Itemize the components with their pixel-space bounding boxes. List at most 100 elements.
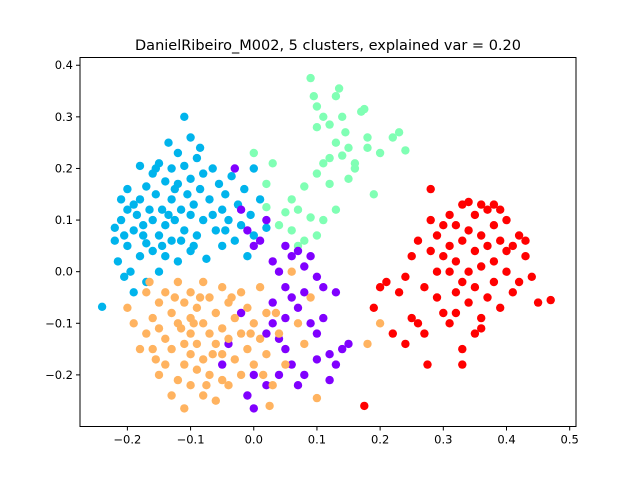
point-s3-69: [129, 319, 138, 328]
point-s4-36: [483, 241, 492, 251]
point-s4-31: [470, 283, 480, 292]
x-tick-label: 0.2: [371, 433, 389, 447]
point-s2-27: [243, 391, 252, 400]
point-s1-22: [331, 138, 341, 147]
point-s4-59: [432, 267, 442, 276]
point-s3-9: [161, 360, 170, 369]
point-s1-41: [300, 236, 309, 245]
point-s3-77: [259, 370, 268, 380]
point-s0-42: [176, 205, 186, 214]
point-s4-67: [514, 277, 524, 287]
point-s4-13: [432, 231, 442, 240]
point-s4-21: [451, 257, 461, 266]
point-s4-46: [508, 288, 517, 297]
point-s2-41: [274, 370, 284, 380]
point-s4-38: [489, 221, 499, 230]
point-s3-51: [243, 344, 252, 354]
point-s0-84: [195, 143, 205, 152]
point-s3-49: [236, 370, 246, 380]
x-tick-label: −0.1: [177, 433, 205, 447]
x-tick-label: −0.2: [113, 433, 141, 447]
point-s3-4: [154, 298, 164, 307]
point-s0-58: [205, 195, 214, 204]
point-s3-61: [287, 267, 296, 276]
point-s2-17: [338, 344, 347, 354]
point-s0-80: [208, 210, 217, 220]
point-s1-18: [388, 133, 397, 142]
point-s1-16: [369, 190, 378, 199]
y-tick-label: −0.1: [45, 316, 73, 330]
point-s1-38: [344, 174, 353, 183]
point-s2-16: [331, 360, 341, 369]
point-s3-13: [173, 277, 183, 287]
point-s4-9: [420, 329, 429, 338]
point-s2-24: [268, 319, 277, 328]
point-s0-35: [167, 164, 176, 173]
point-s0-43: [180, 112, 189, 122]
point-s4-14: [432, 293, 442, 302]
point-s0-5: [116, 215, 126, 225]
point-s3-59: [274, 329, 284, 338]
point-s2-10: [293, 303, 303, 312]
point-s4-42: [496, 303, 505, 312]
point-s3-63: [300, 339, 309, 349]
point-s1-29: [281, 208, 290, 217]
point-s1-32: [306, 213, 315, 222]
point-s4-49: [527, 272, 536, 281]
point-s2-43: [325, 375, 334, 385]
point-s3-72: [170, 293, 179, 302]
point-s4-40: [489, 277, 499, 287]
point-s0-39: [173, 148, 183, 158]
points-layer: [97, 73, 555, 413]
point-s4-1: [369, 303, 378, 312]
point-s0-18: [139, 221, 148, 230]
point-s0-22: [145, 205, 154, 214]
x-axis: −0.2 −0.1 0.0 0.1 0.2 0.3 0.4 0.5: [113, 426, 579, 447]
point-s4-45: [508, 241, 517, 251]
point-s1-44: [262, 203, 271, 212]
point-s0-11: [129, 200, 138, 209]
point-s3-79: [265, 401, 274, 411]
point-s2-38: [331, 288, 341, 297]
point-s3-22: [186, 329, 195, 338]
point-s0-0: [97, 302, 107, 311]
point-s0-60: [211, 226, 220, 235]
point-s4-56: [420, 283, 429, 292]
point-s3-40: [218, 350, 227, 359]
point-s3-55: [255, 334, 265, 343]
point-s0-33: [161, 252, 170, 261]
point-s3-41: [218, 375, 227, 385]
point-s3-71: [145, 277, 154, 287]
point-s1-43: [331, 205, 341, 214]
point-s2-40: [236, 308, 246, 318]
point-s0-47: [186, 133, 195, 142]
point-s2-1: [236, 205, 246, 214]
point-s2-8: [281, 283, 290, 292]
point-s1-19: [394, 128, 404, 137]
point-s4-44: [502, 267, 511, 276]
y-tick-label: 0.3: [55, 110, 73, 124]
point-s3-43: [224, 334, 233, 343]
point-s4-47: [514, 231, 524, 240]
point-s0-71: [243, 252, 252, 261]
point-s2-0: [230, 164, 239, 173]
point-s3-52: [249, 319, 258, 328]
point-s4-33: [477, 262, 486, 271]
point-s4-10: [423, 360, 432, 369]
point-s1-28: [287, 195, 296, 204]
point-s1-20: [401, 146, 410, 155]
point-s4-50: [533, 298, 543, 307]
point-s2-33: [293, 246, 303, 256]
point-s3-39: [218, 324, 227, 333]
point-s3-67: [375, 319, 385, 328]
point-s1-34: [319, 215, 328, 225]
point-s1-9: [341, 128, 350, 137]
point-s0-76: [262, 223, 271, 232]
point-s4-54: [407, 252, 416, 261]
point-s3-11: [167, 344, 176, 354]
point-s0-87: [120, 231, 129, 240]
point-s4-61: [445, 210, 454, 220]
point-s0-46: [183, 190, 192, 199]
point-s1-25: [319, 159, 328, 168]
